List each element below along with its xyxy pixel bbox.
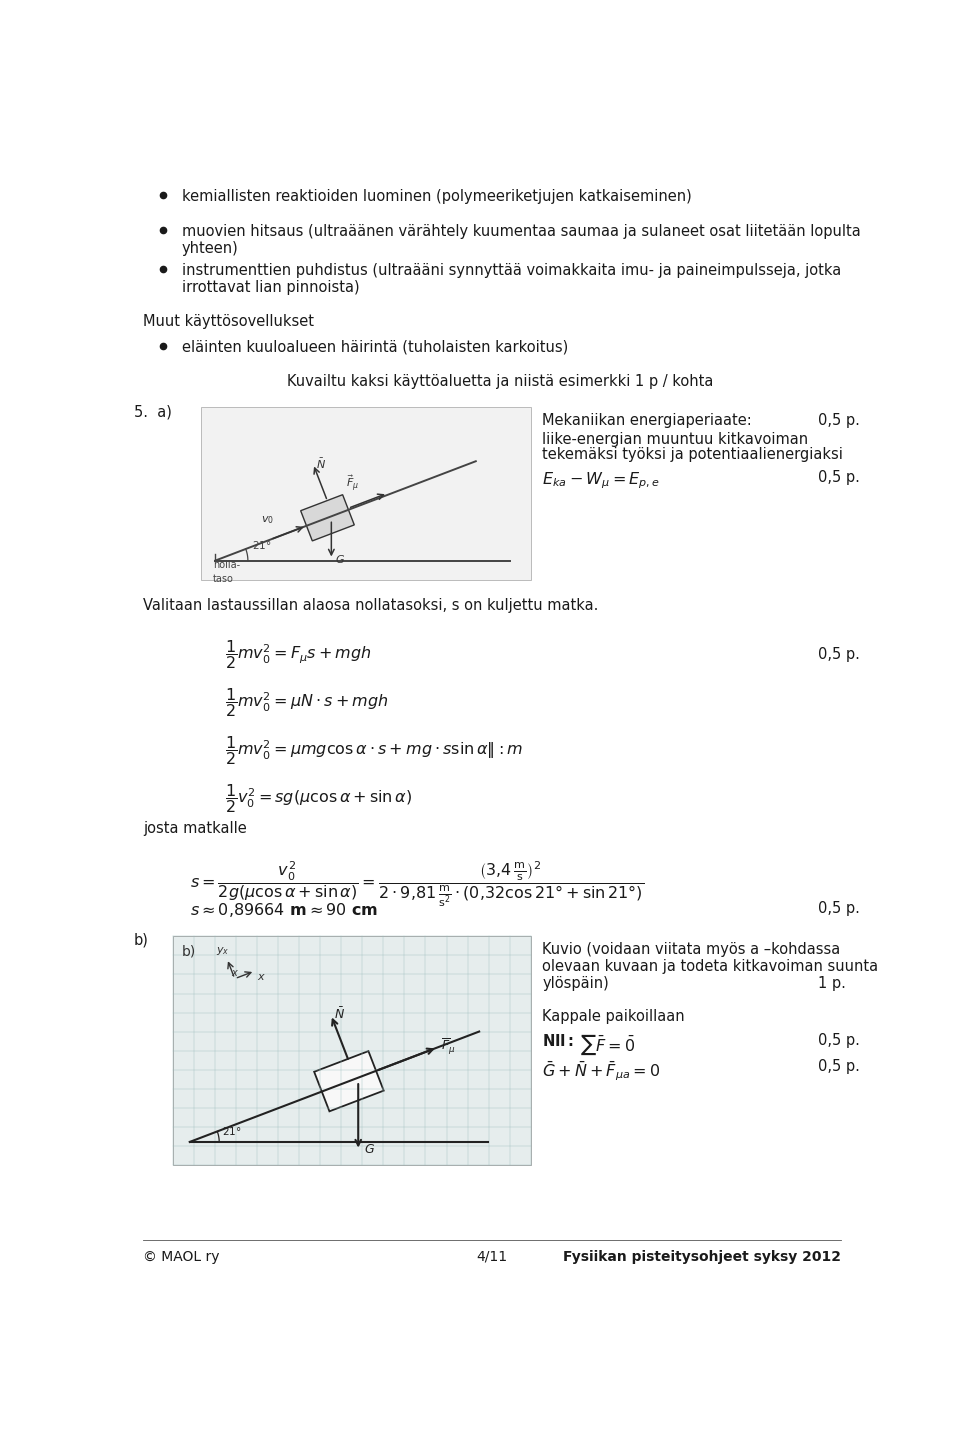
Text: 1 p.: 1 p. (818, 976, 846, 990)
Text: 0,5 p.: 0,5 p. (818, 412, 859, 428)
Text: $v_0$: $v_0$ (261, 514, 274, 525)
Text: $\bar{G}$: $\bar{G}$ (364, 1142, 374, 1156)
Text: b): b) (134, 933, 149, 947)
Text: 0,5 p.: 0,5 p. (818, 1033, 859, 1047)
Text: $\sum\bar{F}=\bar{0}$: $\sum\bar{F}=\bar{0}$ (580, 1033, 635, 1058)
Text: $s\approx0{,}89664\ \mathbf{m}\approx90\ \mathbf{cm}$: $s\approx0{,}89664\ \mathbf{m}\approx90\… (190, 902, 378, 919)
Text: $E_{ka}-W_{\mu}=E_{p,e}$: $E_{ka}-W_{\mu}=E_{p,e}$ (542, 471, 660, 491)
Text: $\dfrac{1}{2}mv_0^2 = \mu mg\cos\alpha \cdot s+mg \cdot s\sin\alpha \|: m$: $\dfrac{1}{2}mv_0^2 = \mu mg\cos\alpha \… (225, 734, 522, 767)
FancyBboxPatch shape (202, 406, 531, 580)
Text: $\bar{N}$: $\bar{N}$ (334, 1007, 345, 1023)
Text: $\vec{F}_\mu$: $\vec{F}_\mu$ (347, 474, 359, 495)
FancyBboxPatch shape (173, 936, 531, 1165)
Text: 5.  a): 5. a) (134, 405, 172, 419)
Text: ylöspäin): ylöspäin) (542, 976, 610, 990)
Text: irrottavat lian pinnoista): irrottavat lian pinnoista) (182, 279, 360, 295)
Text: Fysiikan pisteitysohjeet syksy 2012: Fysiikan pisteitysohjeet syksy 2012 (563, 1249, 841, 1264)
Text: b): b) (182, 944, 196, 957)
Text: tekemäksi työksi ja potentiaalienergiaksi: tekemäksi työksi ja potentiaalienergiaks… (542, 448, 843, 462)
Text: Valitaan lastaussillan alaosa nollatasoksi, s on kuljettu matka.: Valitaan lastaussillan alaosa nollatasok… (143, 598, 599, 612)
Text: Kuvailtu kaksi käyttöaluetta ja niistä esimerkki 1 p / kohta: Kuvailtu kaksi käyttöaluetta ja niistä e… (287, 375, 713, 389)
Text: $G$: $G$ (335, 554, 346, 565)
Text: josta matkalle: josta matkalle (143, 821, 247, 836)
Text: olevaan kuvaan ja todeta kitkavoiman suunta: olevaan kuvaan ja todeta kitkavoiman suu… (542, 959, 878, 973)
Text: Kappale paikoillaan: Kappale paikoillaan (542, 1009, 685, 1025)
Text: Muut käyttösovellukset: Muut käyttösovellukset (143, 315, 314, 329)
Text: 0,5 p.: 0,5 p. (818, 647, 859, 661)
Text: $s=\dfrac{v_0^2}{2g\left(\mu\cos\alpha+\sin\alpha\right)}=\dfrac{\left(3{,}4\,\f: $s=\dfrac{v_0^2}{2g\left(\mu\cos\alpha+\… (190, 860, 644, 909)
Text: 0,5 p.: 0,5 p. (818, 471, 859, 485)
Text: Mekaniikan energiaperiaate:: Mekaniikan energiaperiaate: (542, 412, 752, 428)
Text: 4/11: 4/11 (476, 1249, 508, 1264)
Text: $\bar{G}+\bar{N}+\bar{F}_{\mu a}=0$: $\bar{G}+\bar{N}+\bar{F}_{\mu a}=0$ (542, 1059, 660, 1083)
Text: instrumenttien puhdistus (ultraääni synnyttää voimakkaita imu- ja paineimpulssej: instrumenttien puhdistus (ultraääni synn… (182, 262, 841, 278)
Text: kemiallisten reaktioiden luominen (polymeeriketjujen katkaiseminen): kemiallisten reaktioiden luominen (polym… (182, 189, 692, 203)
Text: liike-energian muuntuu kitkavoiman: liike-energian muuntuu kitkavoiman (542, 432, 808, 446)
Text: $21°$: $21°$ (223, 1125, 242, 1136)
Text: $x$: $x$ (257, 973, 266, 983)
Text: $\mathbf{NII:}$: $\mathbf{NII:}$ (542, 1033, 575, 1049)
Text: taso: taso (213, 574, 234, 584)
Text: 0,5 p.: 0,5 p. (818, 902, 859, 916)
Text: Kuvio (voidaan viitata myös a –kohdassa: Kuvio (voidaan viitata myös a –kohdassa (542, 942, 841, 957)
Text: © MAOL ry: © MAOL ry (143, 1249, 220, 1264)
Text: $21°$: $21°$ (252, 538, 272, 551)
Polygon shape (300, 495, 354, 541)
Text: 0,5 p.: 0,5 p. (818, 1059, 859, 1073)
Text: $y_x$: $y_x$ (216, 944, 229, 957)
Text: $\bar{N}$: $\bar{N}$ (316, 456, 326, 471)
Text: muovien hitsaus (ultraäänen värähtely kuumentaa saumaa ja sulaneet osat liitetää: muovien hitsaus (ultraäänen värähtely ku… (182, 225, 861, 239)
Text: $\dfrac{1}{2}v_0^2 = sg\left(\mu\cos\alpha+\sin\alpha\right)$: $\dfrac{1}{2}v_0^2 = sg\left(\mu\cos\alp… (225, 783, 412, 816)
Text: $x$: $x$ (230, 967, 239, 977)
Text: yhteen): yhteen) (182, 240, 239, 256)
Text: nolla-: nolla- (213, 560, 240, 570)
Polygon shape (314, 1052, 384, 1112)
Text: $\dfrac{1}{2}mv_0^2 = F_{\mu}s+mgh$: $\dfrac{1}{2}mv_0^2 = F_{\mu}s+mgh$ (225, 638, 372, 671)
Text: $\dfrac{1}{2}mv_0^2 = \mu N \cdot s+mgh$: $\dfrac{1}{2}mv_0^2 = \mu N \cdot s+mgh$ (225, 685, 388, 718)
Text: $\overline{F}_{\mu}$: $\overline{F}_{\mu}$ (441, 1037, 455, 1058)
Text: eläinten kuuloalueen häirintä (tuholaisten karkoitus): eläinten kuuloalueen häirintä (tuholaist… (182, 339, 568, 355)
